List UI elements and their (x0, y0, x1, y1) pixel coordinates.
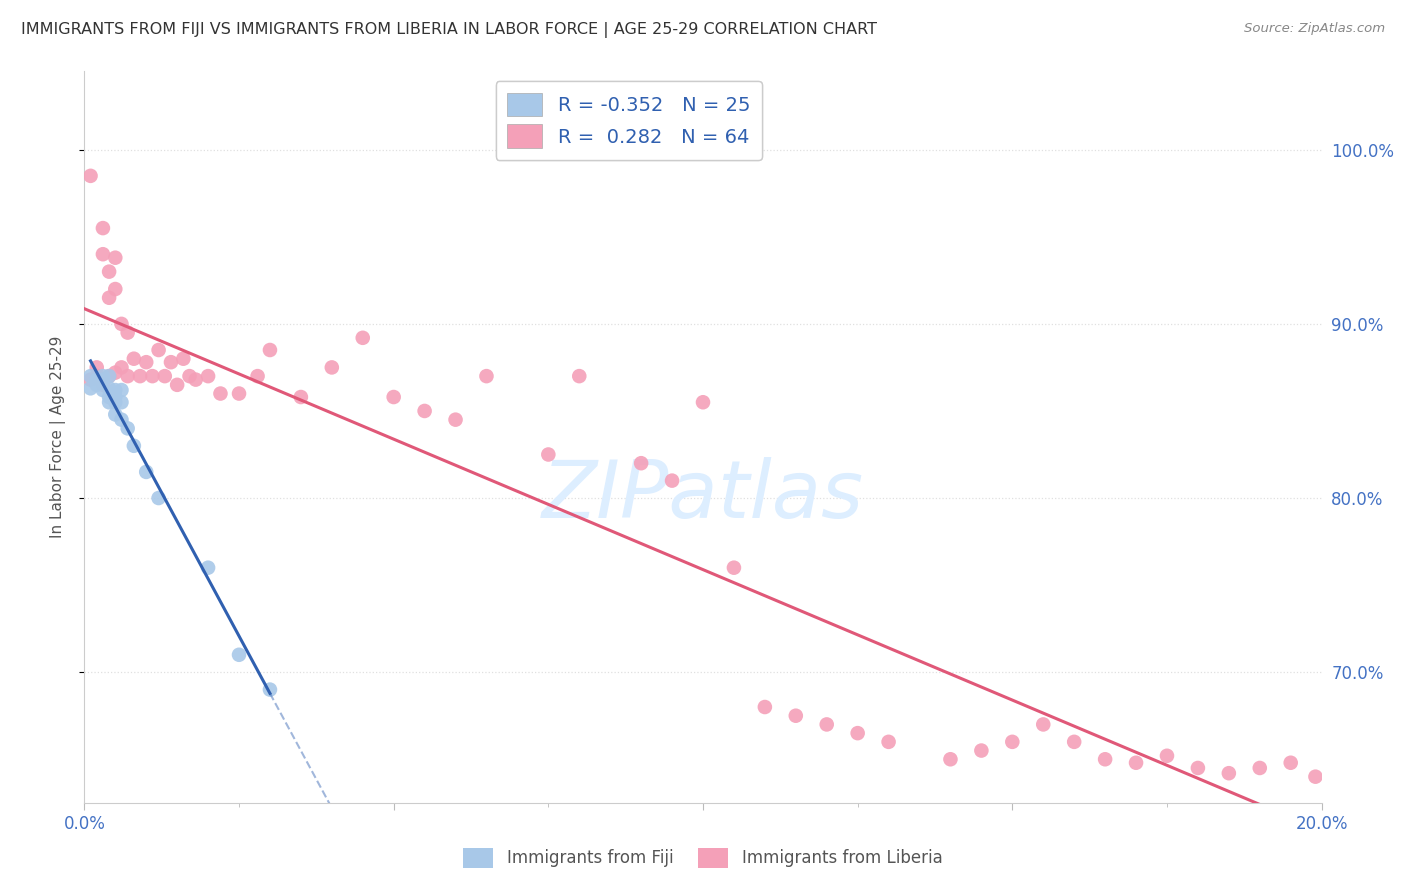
Point (91, 373, 114, 387)
Point (86, 360, 108, 375)
Point (1125, 756, 1147, 770)
Point (166, 377, 188, 392)
Point (98, 381, 121, 395)
Legend: Immigrants from Fiji, Immigrants from Liberia: Immigrants from Fiji, Immigrants from Li… (457, 841, 949, 875)
Point (104, 366, 127, 380)
Point (1032, 717, 1054, 731)
Point (630, 456, 652, 470)
Point (1156, 748, 1178, 763)
Point (259, 682, 281, 697)
Point (104, 383, 127, 397)
Legend: R = -0.352   N = 25, R =  0.282   N = 64: R = -0.352 N = 25, R = 0.282 N = 64 (495, 81, 762, 160)
Text: Source: ZipAtlas.com: Source: ZipAtlas.com (1244, 22, 1385, 36)
Point (228, 648, 250, 662)
Point (110, 360, 132, 375)
Point (661, 474, 683, 488)
Point (197, 369, 219, 384)
Point (86, 369, 108, 384)
Point (1279, 756, 1302, 770)
Point (98, 395, 121, 409)
Point (172, 351, 194, 366)
Point (104, 251, 127, 265)
Point (692, 395, 714, 409)
Point (135, 355, 157, 369)
Point (1218, 766, 1240, 780)
Point (79, 169, 101, 183)
Point (91, 377, 114, 392)
Point (148, 343, 170, 357)
Point (117, 421, 139, 435)
Point (98, 390, 121, 404)
Point (117, 326, 139, 340)
Point (970, 743, 993, 757)
Point (537, 448, 560, 462)
Point (259, 343, 281, 357)
Point (117, 369, 139, 384)
Y-axis label: In Labor Force | Age 25-29: In Labor Force | Age 25-29 (51, 336, 66, 538)
Point (939, 752, 962, 766)
Point (91, 383, 114, 397)
Point (568, 369, 591, 384)
Point (179, 369, 201, 384)
Point (290, 390, 312, 404)
Point (1063, 735, 1085, 749)
Point (110, 383, 132, 397)
Point (129, 369, 152, 384)
Point (785, 708, 807, 723)
Point (209, 386, 232, 401)
Point (122, 439, 145, 453)
Point (444, 412, 467, 426)
Point (98, 369, 121, 384)
Point (79, 369, 101, 384)
Text: IMMIGRANTS FROM FIJI VS IMMIGRANTS FROM LIBERIA IN LABOR FORCE | AGE 25-29 CORRE: IMMIGRANTS FROM FIJI VS IMMIGRANTS FROM … (21, 22, 877, 38)
Point (98, 369, 121, 384)
Point (91, 369, 114, 384)
Point (352, 331, 374, 345)
Point (846, 726, 869, 740)
Point (98, 291, 121, 305)
Point (91, 247, 114, 261)
Point (1187, 761, 1209, 775)
Point (877, 735, 900, 749)
Point (413, 404, 436, 418)
Point (148, 491, 170, 505)
Point (98, 265, 121, 279)
Point (104, 408, 127, 422)
Point (228, 386, 250, 401)
Point (110, 395, 132, 409)
Point (79, 381, 101, 395)
Point (475, 369, 498, 384)
Point (153, 369, 176, 384)
Point (86, 373, 108, 387)
Point (1305, 770, 1327, 784)
Point (122, 351, 145, 366)
Point (160, 355, 183, 369)
Point (1094, 752, 1116, 766)
Text: ZIPatlas: ZIPatlas (541, 457, 865, 534)
Point (723, 560, 745, 574)
Point (104, 390, 127, 404)
Point (1249, 761, 1271, 775)
Point (104, 282, 127, 296)
Point (382, 390, 405, 404)
Point (79, 373, 101, 387)
Point (141, 369, 163, 384)
Point (246, 369, 269, 384)
Point (91, 221, 114, 235)
Point (110, 412, 132, 426)
Point (815, 717, 838, 731)
Point (110, 317, 132, 331)
Point (104, 395, 127, 409)
Point (754, 700, 776, 714)
Point (197, 560, 219, 574)
Point (1001, 735, 1024, 749)
Point (321, 360, 343, 375)
Point (86, 377, 108, 392)
Point (135, 465, 157, 479)
Point (184, 373, 207, 387)
